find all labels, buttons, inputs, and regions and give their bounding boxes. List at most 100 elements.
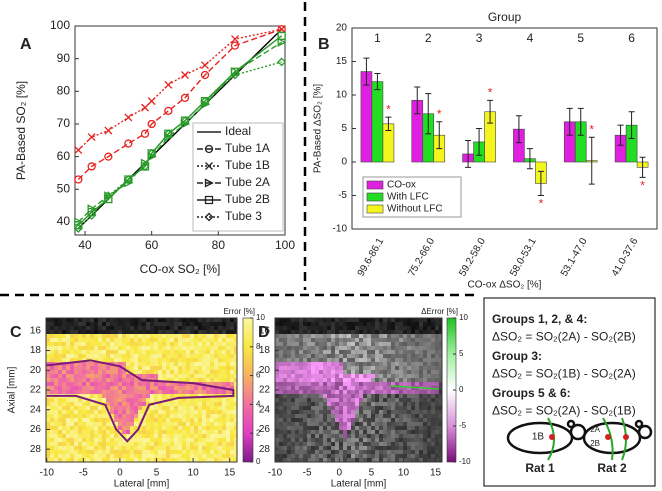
image-pixel bbox=[383, 398, 387, 402]
image-pixel bbox=[415, 438, 419, 442]
image-pixel bbox=[182, 458, 186, 462]
image-pixel bbox=[50, 334, 54, 338]
image-pixel bbox=[303, 458, 307, 462]
image-pixel bbox=[339, 330, 343, 334]
image-pixel bbox=[174, 402, 178, 406]
image-pixel bbox=[323, 378, 327, 382]
image-pixel bbox=[190, 442, 194, 446]
image-pixel bbox=[347, 362, 351, 366]
image-pixel bbox=[202, 346, 206, 350]
image-pixel bbox=[415, 418, 419, 422]
y-tick-label: 18 bbox=[259, 345, 271, 356]
image-pixel bbox=[427, 390, 431, 394]
image-pixel bbox=[110, 410, 114, 414]
image-pixel bbox=[158, 418, 162, 422]
image-pixel bbox=[222, 338, 226, 342]
image-pixel bbox=[46, 378, 50, 382]
image-pixel bbox=[162, 426, 166, 430]
image-pixel bbox=[138, 346, 142, 350]
image-pixel bbox=[371, 450, 375, 454]
image-pixel bbox=[415, 342, 419, 346]
image-pixel bbox=[319, 394, 323, 398]
image-pixel bbox=[335, 386, 339, 390]
image-pixel bbox=[399, 422, 403, 426]
image-pixel bbox=[158, 434, 162, 438]
image-pixel bbox=[150, 434, 154, 438]
image-pixel bbox=[423, 438, 427, 442]
image-pixel bbox=[307, 374, 311, 378]
image-pixel bbox=[178, 402, 182, 406]
image-pixel bbox=[158, 386, 162, 390]
image-pixel bbox=[226, 354, 230, 358]
image-pixel bbox=[295, 346, 299, 350]
image-pixel bbox=[194, 438, 198, 442]
image-pixel bbox=[122, 330, 126, 334]
image-pixel bbox=[122, 454, 126, 458]
image-pixel bbox=[122, 394, 126, 398]
image-pixel bbox=[327, 350, 331, 354]
image-pixel bbox=[154, 330, 158, 334]
image-pixel bbox=[206, 370, 210, 374]
image-pixel bbox=[387, 426, 391, 430]
image-pixel bbox=[315, 386, 319, 390]
image-pixel bbox=[327, 430, 331, 434]
image-pixel bbox=[66, 350, 70, 354]
image-pixel bbox=[299, 382, 303, 386]
image-pixel bbox=[327, 410, 331, 414]
image-pixel bbox=[190, 366, 194, 370]
image-pixel bbox=[58, 442, 62, 446]
image-pixel bbox=[367, 454, 371, 458]
image-pixel bbox=[102, 418, 106, 422]
image-pixel bbox=[110, 366, 114, 370]
image-pixel bbox=[423, 450, 427, 454]
image-pixel bbox=[190, 330, 194, 334]
image-pixel bbox=[110, 350, 114, 354]
image-pixel bbox=[427, 362, 431, 366]
image-pixel bbox=[202, 318, 206, 322]
image-pixel bbox=[307, 334, 311, 338]
image-pixel bbox=[387, 430, 391, 434]
image-pixel bbox=[106, 370, 110, 374]
image-pixel bbox=[130, 418, 134, 422]
image-pixel bbox=[395, 326, 399, 330]
image-pixel bbox=[206, 362, 210, 366]
image-pixel bbox=[214, 422, 218, 426]
image-pixel bbox=[319, 334, 323, 338]
image-pixel bbox=[118, 390, 122, 394]
image-pixel bbox=[295, 410, 299, 414]
image-pixel bbox=[403, 390, 407, 394]
image-pixel bbox=[347, 410, 351, 414]
y-tick-label: 50 bbox=[57, 181, 71, 195]
x-tick-label: -5 bbox=[303, 468, 312, 479]
image-pixel bbox=[431, 350, 435, 354]
image-pixel bbox=[295, 402, 299, 406]
image-pixel bbox=[198, 414, 202, 418]
image-pixel bbox=[351, 374, 355, 378]
image-pixel bbox=[311, 370, 315, 374]
image-pixel bbox=[303, 446, 307, 450]
image-pixel bbox=[323, 346, 327, 350]
image-pixel bbox=[399, 406, 403, 410]
image-pixel bbox=[371, 430, 375, 434]
image-pixel bbox=[130, 458, 134, 462]
image-pixel bbox=[146, 430, 150, 434]
image-pixel bbox=[371, 382, 375, 386]
image-pixel bbox=[74, 334, 78, 338]
image-pixel bbox=[50, 450, 54, 454]
image-pixel bbox=[291, 390, 295, 394]
image-pixel bbox=[419, 322, 423, 326]
image-pixel bbox=[118, 382, 122, 386]
image-pixel bbox=[367, 434, 371, 438]
image-pixel bbox=[74, 318, 78, 322]
image-pixel bbox=[178, 442, 182, 446]
image-pixel bbox=[371, 338, 375, 342]
image-pixel bbox=[279, 378, 283, 382]
image-pixel bbox=[375, 458, 379, 462]
image-pixel bbox=[178, 406, 182, 410]
image-pixel bbox=[351, 322, 355, 326]
image-pixel bbox=[427, 438, 431, 442]
image-pixel bbox=[150, 442, 154, 446]
image-pixel bbox=[283, 402, 287, 406]
image-pixel bbox=[114, 342, 118, 346]
image-pixel bbox=[315, 442, 319, 446]
